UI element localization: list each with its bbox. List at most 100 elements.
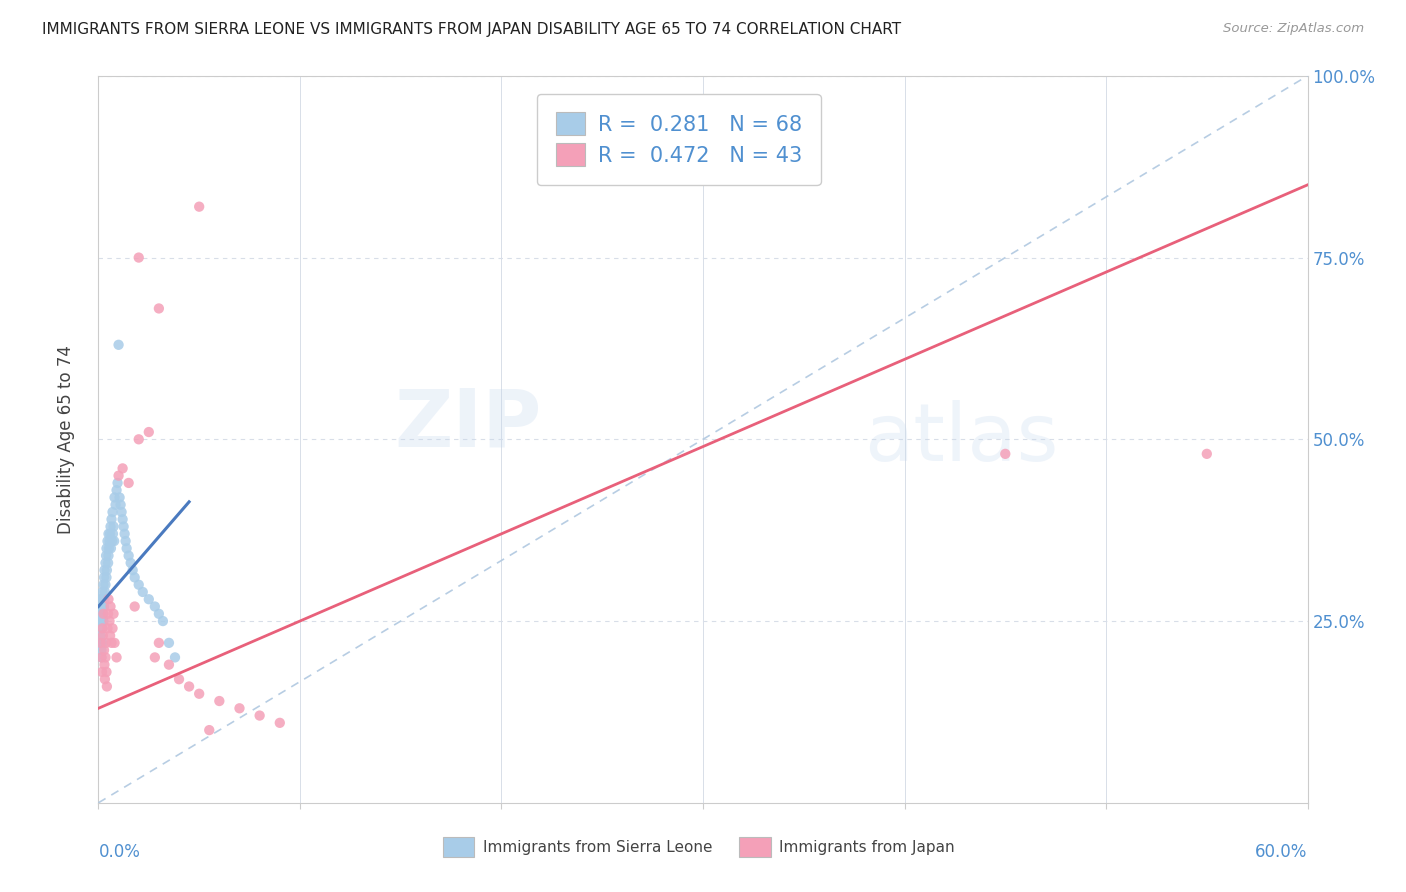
Point — [101, 534, 124, 549]
Point — [103, 491, 125, 505]
Point — [100, 519, 122, 533]
Point — [121, 563, 143, 577]
Point — [110, 505, 132, 519]
Point — [100, 541, 122, 556]
Point — [101, 526, 124, 541]
Point — [89, 592, 111, 607]
Point — [94, 650, 117, 665]
Legend: R =  0.281   N = 68, R =  0.472   N = 43: R = 0.281 N = 68, R = 0.472 N = 43 — [537, 94, 821, 185]
Point — [94, 585, 117, 599]
Point — [163, 650, 186, 665]
Point — [111, 461, 134, 475]
Point — [1195, 447, 1218, 461]
Point — [97, 607, 120, 621]
Point — [128, 432, 150, 446]
Point — [89, 629, 111, 643]
Text: 0.0%: 0.0% — [98, 843, 141, 861]
Point — [94, 549, 117, 563]
Point — [124, 570, 146, 584]
Point — [97, 541, 120, 556]
Point — [93, 607, 115, 621]
Point — [94, 672, 117, 686]
Point — [108, 491, 131, 505]
Point — [138, 425, 160, 439]
FancyBboxPatch shape — [740, 837, 770, 857]
Point — [152, 614, 174, 628]
Point — [128, 578, 150, 592]
Point — [143, 650, 166, 665]
Point — [100, 599, 122, 614]
Point — [91, 621, 114, 635]
Point — [104, 498, 127, 512]
Point — [107, 338, 129, 352]
Point — [132, 585, 155, 599]
Point — [157, 636, 180, 650]
Point — [269, 715, 291, 730]
Point — [249, 708, 271, 723]
Point — [93, 657, 115, 672]
Point — [94, 636, 117, 650]
Point — [96, 534, 118, 549]
Point — [148, 607, 170, 621]
Point — [115, 541, 138, 556]
Y-axis label: Disability Age 65 to 74: Disability Age 65 to 74 — [56, 345, 75, 533]
Point — [93, 599, 115, 614]
Point — [110, 498, 132, 512]
Point — [107, 468, 129, 483]
Point — [97, 592, 120, 607]
Point — [994, 447, 1017, 461]
Point — [89, 599, 111, 614]
Text: Immigrants from Sierra Leone: Immigrants from Sierra Leone — [482, 840, 713, 855]
Point — [91, 621, 114, 635]
Point — [148, 636, 170, 650]
Point — [90, 636, 112, 650]
FancyBboxPatch shape — [443, 837, 474, 857]
Text: Source: ZipAtlas.com: Source: ZipAtlas.com — [1223, 22, 1364, 36]
Point — [91, 585, 114, 599]
Point — [94, 556, 117, 570]
Point — [143, 599, 166, 614]
Point — [89, 614, 111, 628]
Point — [107, 475, 129, 490]
Point — [90, 607, 112, 621]
Point — [91, 629, 114, 643]
Point — [97, 556, 120, 570]
Point — [93, 592, 115, 607]
Point — [93, 578, 115, 592]
Point — [208, 694, 231, 708]
Point — [105, 483, 128, 498]
Point — [96, 541, 118, 556]
Point — [118, 549, 141, 563]
Point — [138, 592, 160, 607]
Point — [93, 614, 115, 628]
Point — [167, 672, 190, 686]
Point — [114, 534, 136, 549]
Point — [112, 519, 135, 533]
Point — [103, 636, 125, 650]
Point — [96, 665, 118, 679]
Point — [198, 723, 221, 737]
Point — [118, 475, 141, 490]
Point — [105, 650, 128, 665]
Text: IMMIGRANTS FROM SIERRA LEONE VS IMMIGRANTS FROM JAPAN DISABILITY AGE 65 TO 74 CO: IMMIGRANTS FROM SIERRA LEONE VS IMMIGRAN… — [42, 22, 901, 37]
Point — [96, 570, 118, 584]
Point — [188, 200, 211, 214]
Point — [90, 643, 112, 657]
Text: Immigrants from Japan: Immigrants from Japan — [779, 840, 955, 855]
Point — [91, 665, 114, 679]
Point — [128, 251, 150, 265]
Point — [97, 549, 120, 563]
Text: ZIP: ZIP — [395, 385, 541, 464]
Point — [100, 636, 122, 650]
Point — [98, 614, 121, 628]
Point — [91, 607, 114, 621]
Point — [93, 563, 115, 577]
Point — [91, 592, 114, 607]
Point — [100, 512, 122, 526]
Point — [114, 526, 136, 541]
Point — [98, 534, 121, 549]
Point — [89, 636, 111, 650]
Point — [179, 680, 201, 694]
Text: 60.0%: 60.0% — [1256, 843, 1308, 861]
Point — [103, 534, 125, 549]
